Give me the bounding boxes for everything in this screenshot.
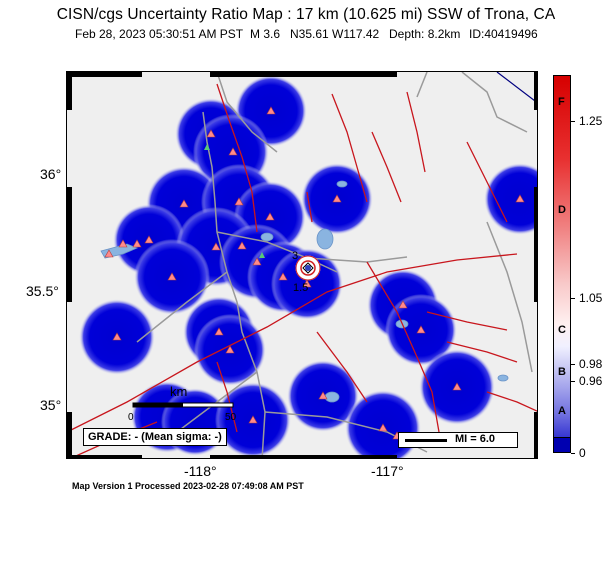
contour-label-1-5: 1.5 [293, 282, 308, 294]
scale-unit-label: km [170, 384, 188, 399]
fault-lines [67, 83, 537, 458]
epicenter-star [302, 262, 314, 274]
frame-ticks [67, 72, 537, 458]
event-id: ID:40419496 [469, 27, 538, 41]
colorbar-tick-0-96 [571, 381, 575, 382]
mi-legend-line [405, 439, 447, 442]
scale-tick-50: 50 [225, 412, 237, 423]
grade-label: GRADE: - (Mean sigma: -) [83, 428, 227, 446]
colorbar-tick-1-05 [571, 298, 575, 299]
lat-label-35: 35° [40, 397, 62, 413]
map-title: CISN/cgs Uncertainty Ratio Map : 17 km (… [56, 6, 556, 23]
colorbar-value-1-05: 1.05 [579, 291, 603, 305]
event-depth: Depth: 8.2km [389, 27, 461, 41]
contour-label-3: 3 [292, 250, 298, 262]
scale-tick-0: 0 [128, 412, 134, 423]
mi-legend-label: MI = 6.0 [455, 433, 496, 445]
colorbar-tick-1-25 [571, 121, 575, 122]
map-canvas: 3 1.5 [67, 72, 537, 458]
seismic-stations [104, 106, 525, 440]
colorbar-value-0: 0 [579, 446, 586, 460]
green-stations [204, 144, 265, 258]
colorbar-value-1-25: 1.25 [579, 114, 603, 128]
lon-label-118: -118° [184, 463, 217, 479]
event-location: N35.61 W117.42 [290, 27, 380, 41]
epicenter-contours [295, 255, 321, 281]
scale-bar [132, 402, 234, 408]
colorbar-tick-0-98 [571, 364, 575, 365]
event-datetime: Feb 28, 2023 05:30:51 AM PST [75, 27, 244, 41]
colorbar-zero-band [553, 437, 571, 453]
colorbar-letter-d: D [558, 204, 566, 216]
uncertainty-map: 3 1.5 [66, 71, 538, 459]
lon-label-117: -117° [371, 463, 404, 479]
colorbar-letter-c: C [558, 324, 566, 336]
lat-label-35-5: 35.5° [26, 283, 59, 299]
colorbar-value-0-96: 0.96 [579, 374, 603, 388]
event-magnitude: M 3.6 [250, 27, 281, 41]
colorbar-value-0-98: 0.98 [579, 357, 603, 371]
map-version-footer: Map Version 1 Processed 2023-02-28 07:49… [72, 481, 304, 491]
lat-label-36: 36° [40, 166, 62, 182]
uncertainty-zones [79, 75, 537, 458]
colorbar-letter-f: F [558, 96, 565, 108]
colorbar-letter-a: A [558, 405, 566, 417]
mi-legend: MI = 6.0 [398, 432, 518, 448]
state-border [496, 72, 537, 104]
colorbar-letter-b: B [558, 366, 566, 378]
uncertainty-colorbar [553, 75, 571, 453]
colorbar-tick-0 [571, 453, 575, 454]
